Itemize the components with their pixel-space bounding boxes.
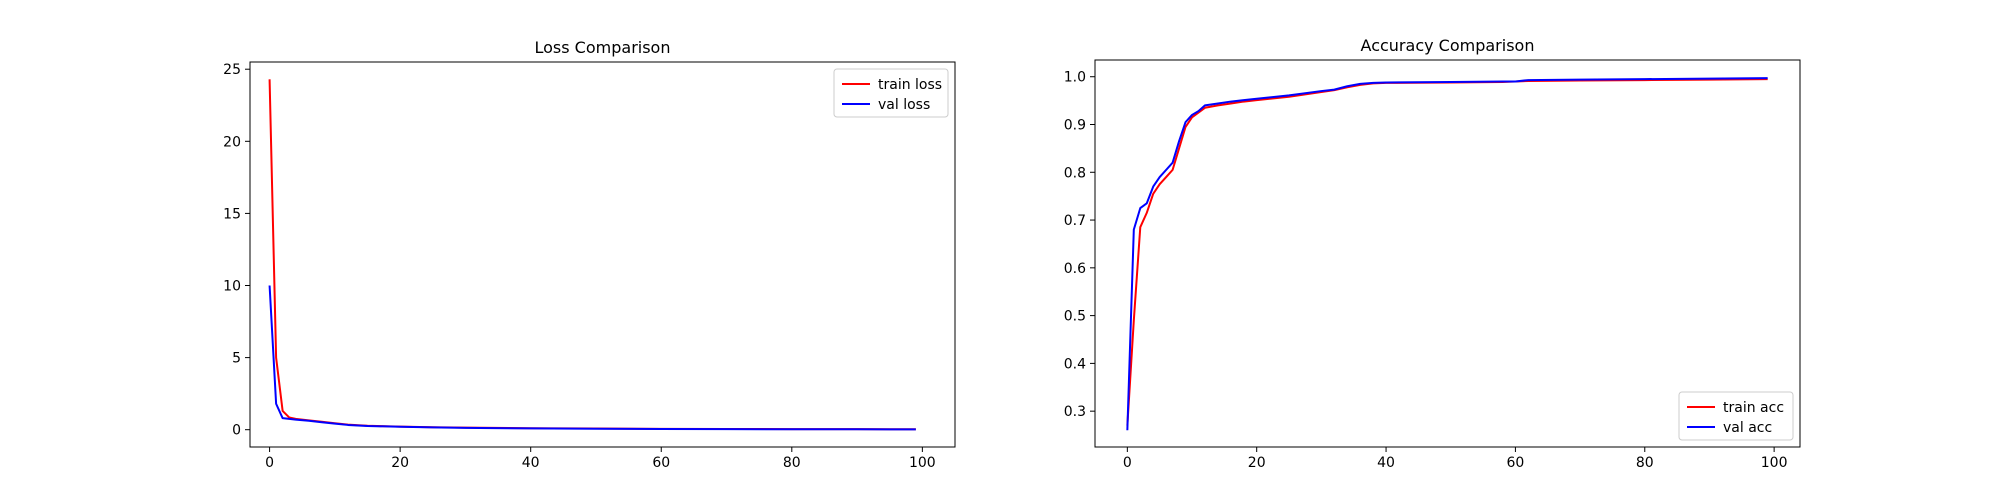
y-tick-label: 15 [223, 206, 241, 222]
series-line-val-loss [268, 285, 916, 431]
y-tick-label: 20 [223, 134, 241, 150]
x-tick-label: 20 [1248, 455, 1266, 471]
legend-label: val acc [1723, 420, 1772, 436]
y-tick-label: 0.5 [1064, 309, 1086, 325]
y-tick-label: 0.8 [1064, 165, 1086, 181]
x-tick-label: 0 [265, 455, 274, 471]
y-tick-label: 0.6 [1064, 261, 1086, 277]
x-tick-label: 60 [652, 455, 670, 471]
y-tick-label: 1.0 [1064, 70, 1086, 86]
legend-label: train loss [878, 77, 942, 93]
chart-1: Loss Comparison 0 20 40 60 80 100 0 5 10 15 20 25 tra… [223, 38, 956, 471]
series-line-train-loss [268, 79, 916, 431]
legend-label: train acc [1723, 400, 1784, 416]
legend: train loss val loss [833, 68, 949, 118]
x-tick-label: 100 [1761, 455, 1788, 471]
y-tick-label: 0.7 [1064, 213, 1086, 229]
plot-frame [249, 61, 956, 448]
x-tick-label: 80 [783, 455, 801, 471]
x-tick-label: 40 [1377, 455, 1395, 471]
legend: train acc val acc [1678, 391, 1794, 441]
x-tick-label: 80 [1636, 455, 1654, 471]
y-tick-label: 0.9 [1064, 118, 1086, 134]
legend-label: val loss [878, 97, 930, 113]
series-line-train-acc [1126, 78, 1768, 426]
x-tick-label: 60 [1506, 455, 1524, 471]
series-line-val-acc [1126, 77, 1768, 431]
y-tick-label: 5 [232, 351, 241, 367]
plot-frame [1094, 59, 1801, 448]
y-tick-label: 0.4 [1064, 356, 1086, 372]
y-tick-label: 25 [223, 62, 241, 78]
chart-2: Accuracy Comparison 0 20 40 60 80 100 0.3 0.4 0.5… [1064, 36, 1801, 471]
x-tick-label: 100 [909, 455, 936, 471]
y-tick-label: 0.3 [1064, 404, 1086, 420]
x-tick-label: 40 [522, 455, 540, 471]
x-tick-label: 20 [391, 455, 409, 471]
x-tick-label: 0 [1123, 455, 1132, 471]
chart-title: Loss Comparison [535, 38, 671, 57]
y-tick-label: 0 [232, 423, 241, 439]
chart-title: Accuracy Comparison [1361, 36, 1535, 55]
y-tick-label: 10 [223, 279, 241, 295]
